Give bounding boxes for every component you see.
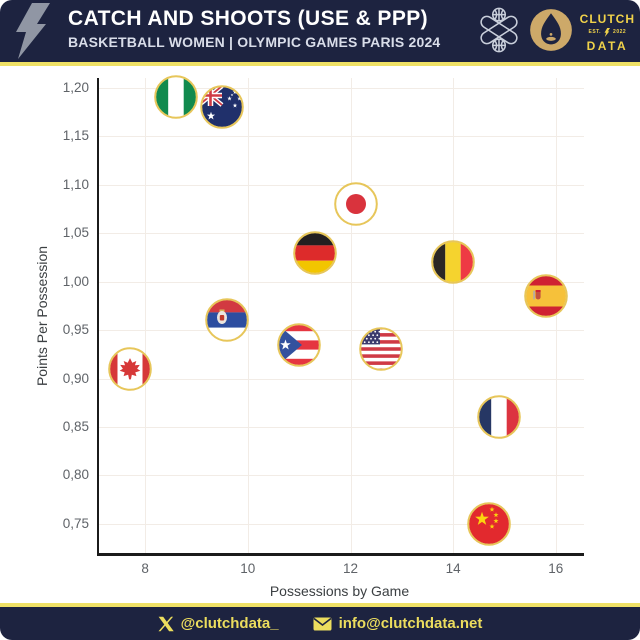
gridline-y-0.95 xyxy=(99,330,584,331)
gridline-y-0.8 xyxy=(99,475,584,477)
flag-marker-japan xyxy=(333,181,379,227)
y-tick-label-0.75: 0,75 xyxy=(62,515,89,531)
envelope-icon xyxy=(313,617,332,630)
header-logos: CLUTCH EST. 2022 DATA xyxy=(474,5,635,60)
gridline-x-16 xyxy=(555,78,557,553)
clutch-data-logo-mid: EST. 2022 xyxy=(588,28,626,37)
y-tick-label-1.10: 1,10 xyxy=(62,176,89,192)
email-address: info@clutchdata.net xyxy=(338,615,483,632)
x-tick-label-10: 10 xyxy=(240,561,256,576)
clutch-data-logo-bottom: DATA xyxy=(586,39,629,53)
basketball-crossed-icon xyxy=(474,5,524,60)
gridline-x-14 xyxy=(453,78,455,553)
x-tick-label-16: 16 xyxy=(548,561,564,576)
flag-marker-puerto-rico xyxy=(276,322,322,368)
flag-marker-usa xyxy=(358,326,404,372)
gridline-y-0.9 xyxy=(99,378,584,380)
flag-marker-nigeria xyxy=(153,74,199,120)
twitter-handle: @clutchdata_ xyxy=(180,615,279,632)
gridline-y-1.2 xyxy=(99,87,584,89)
page-subtitle: BASKETBALL WOMEN | OLYMPIC GAMES PARIS 2… xyxy=(68,34,441,50)
x-tick-label-14: 14 xyxy=(445,561,461,576)
small-lightning-icon xyxy=(604,28,611,37)
x-axis-label: Possessions by Game xyxy=(269,583,410,599)
flag-marker-france xyxy=(476,394,522,440)
paris-2024-flame-icon xyxy=(527,6,575,59)
page-title: CATCH AND SHOOTS (USE & PPP) xyxy=(68,7,429,30)
x-tick-label-12: 12 xyxy=(342,561,359,576)
footer-email: info@clutchdata.net xyxy=(313,615,483,632)
gridline-x-12 xyxy=(350,78,352,553)
y-tick-label-0.80: 0,80 xyxy=(62,467,89,483)
gridline-y-0.75 xyxy=(99,523,584,525)
flag-marker-serbia xyxy=(204,297,250,343)
y-tick-label-1.05: 1,05 xyxy=(62,225,89,241)
footer-twitter: @clutchdata_ xyxy=(158,615,279,632)
header-titles: CATCH AND SHOOTS (USE & PPP) BASKETBALL … xyxy=(68,7,440,50)
gridline-y-1 xyxy=(99,281,584,283)
flag-marker-canada xyxy=(107,346,153,392)
y-tick-label-0.90: 0,90 xyxy=(62,370,89,386)
lightning-bolt-icon xyxy=(8,3,54,64)
logo-est-label: EST. xyxy=(588,29,602,35)
flag-marker-australia xyxy=(199,84,245,130)
plot-region: 8 10 12 14 16 1,20 1,15 1,10 1,05 1,00 0,95 0,90 0,8… xyxy=(63,75,584,576)
gridline-x-8 xyxy=(145,78,147,553)
y-tick-label-1.00: 1,00 xyxy=(62,273,89,289)
y-axis-label: Points Per Possession xyxy=(34,245,50,387)
y-tick-label-0.95: 0,95 xyxy=(62,322,89,337)
header: CATCH AND SHOOTS (USE & PPP) BASKETBALL … xyxy=(0,0,640,66)
clutch-data-logo: CLUTCH EST. 2022 DATA xyxy=(580,13,635,52)
footer: @clutchdata_ info@clutchdata.net xyxy=(0,603,640,640)
logo-year-label: 2022 xyxy=(613,29,627,35)
y-tick-label-0.85: 0,85 xyxy=(62,419,89,434)
gridline-y-1.05 xyxy=(99,233,584,235)
y-tick-label-1.15: 1,15 xyxy=(62,128,89,144)
flag-marker-belgium xyxy=(430,239,476,285)
gridline-y-0.85 xyxy=(99,427,584,428)
x-twitter-icon xyxy=(158,616,174,631)
gridline-y-1.1 xyxy=(99,184,584,186)
flag-marker-spain xyxy=(523,273,569,319)
x-tick-label-8: 8 xyxy=(141,561,149,576)
flag-marker-germany xyxy=(292,230,338,276)
gridline-y-1.15 xyxy=(99,136,584,138)
flag-marker-china xyxy=(466,501,512,547)
y-tick-label-1.20: 1,20 xyxy=(62,79,89,95)
clutch-data-logo-top: CLUTCH xyxy=(579,12,635,26)
